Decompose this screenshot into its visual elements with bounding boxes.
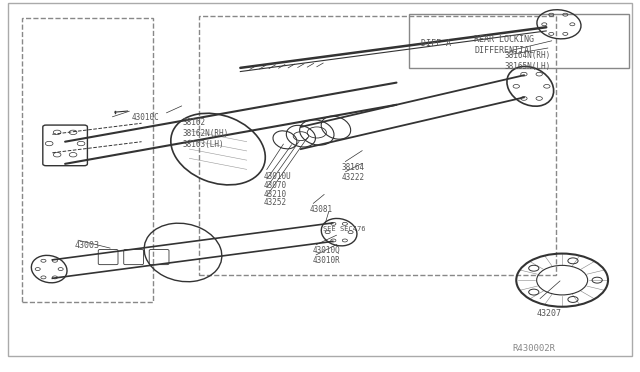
Bar	[409, 14, 629, 68]
Text: DIFF A: DIFF A	[420, 39, 451, 48]
Text: 43207: 43207	[537, 309, 562, 318]
Text: 43010Q: 43010Q	[312, 246, 340, 255]
Bar	[22, 18, 153, 302]
Text: 38164: 38164	[342, 163, 365, 172]
Text: 43010U: 43010U	[264, 172, 292, 181]
Text: 38162
38162N(RH)
38163(LH): 38162 38162N(RH) 38163(LH)	[183, 118, 229, 149]
Text: 43010C: 43010C	[132, 113, 160, 122]
Text: 38164N(RH)
38165N(LH): 38164N(RH) 38165N(LH)	[505, 51, 551, 71]
Text: REAR LOCKING
DIFFERENTIAL: REAR LOCKING DIFFERENTIAL	[474, 35, 534, 55]
Text: 43210: 43210	[264, 190, 287, 199]
Bar	[199, 16, 556, 275]
Text: R430002R: R430002R	[513, 344, 556, 353]
Text: 43081: 43081	[310, 205, 333, 214]
Text: 43010R: 43010R	[312, 256, 340, 265]
Text: 43222: 43222	[342, 173, 365, 182]
Text: 43252: 43252	[264, 198, 287, 207]
Text: 43003: 43003	[75, 241, 100, 250]
Text: SEE SEC476: SEE SEC476	[323, 226, 365, 232]
Text: 43070: 43070	[264, 181, 287, 190]
